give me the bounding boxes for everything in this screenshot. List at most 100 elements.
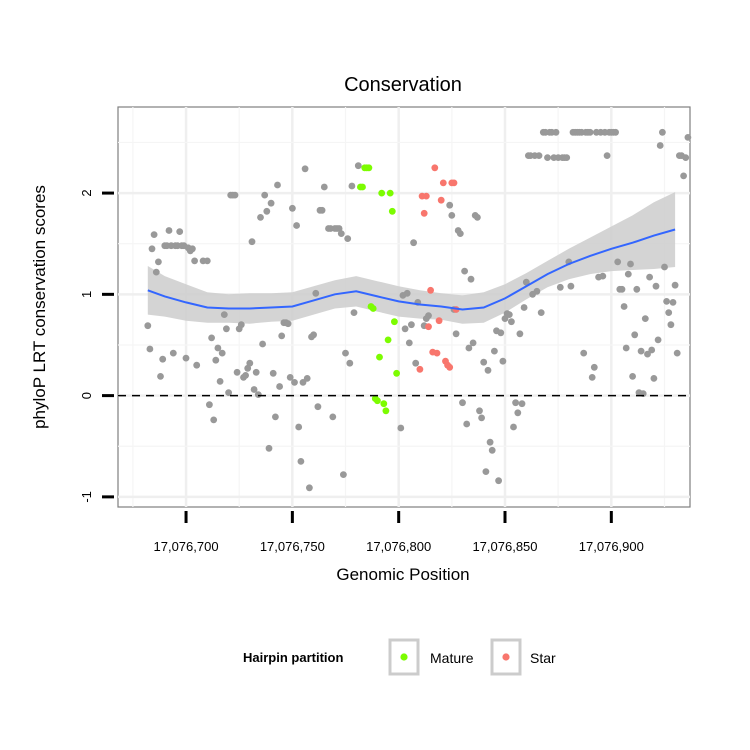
point-other [354,162,362,170]
legend: Hairpin partition Mature Star [243,638,556,676]
point-mature [384,336,392,344]
point-other [191,257,199,265]
point-other [144,322,152,330]
point-other [337,230,345,238]
legend-title: Hairpin partition [243,650,343,665]
point-other [306,484,313,492]
point-other [257,214,264,221]
point-other [350,309,358,316]
point-mature [369,305,377,312]
point-other [206,401,213,409]
point-other [667,321,675,329]
point-other [588,374,596,381]
point-other [259,340,266,348]
point-other [297,458,305,465]
point-other [480,358,488,366]
point-other [189,245,196,253]
point-mature [359,183,366,191]
point-other [622,344,630,352]
point-other [214,344,222,352]
point-other [599,272,607,280]
point-other [303,375,311,382]
point-other [497,329,505,337]
point-other [461,267,468,275]
point-other [335,225,343,232]
point-other [314,403,322,411]
point-other [624,270,632,278]
point-other [155,258,162,266]
point-other [629,373,636,380]
point-other [242,372,250,379]
point-other [176,228,184,236]
point-other [563,154,571,162]
point-other [680,172,687,180]
point-other [659,128,666,136]
point-other [312,289,320,297]
point-other [516,330,524,338]
point-other [673,349,681,357]
point-other [474,214,481,221]
y-tick-label: 1 [79,291,94,298]
point-other [261,191,269,199]
point-other [274,181,281,189]
point-star [437,196,445,204]
point-other [544,154,551,162]
point-other [533,287,541,295]
point-star [446,363,454,371]
chart-title: Conservation [344,74,462,96]
point-other [320,183,328,191]
point-other [537,309,545,316]
point-other [216,378,224,385]
point-other [656,142,664,149]
point-other [467,275,475,283]
point-mature [380,400,388,408]
x-tick-label: 17,076,900 [579,539,644,554]
point-other [612,128,619,136]
point-star [439,179,447,187]
point-other [484,366,492,374]
point-mature [391,318,398,326]
point-mature [376,353,383,361]
point-other [252,368,260,376]
point-other [152,268,160,276]
point-other [246,359,254,367]
points-layer [144,128,692,492]
point-mature [374,397,381,405]
point-other [586,128,594,136]
point-other [403,289,411,297]
point-other [210,416,218,424]
point-star [433,349,441,357]
point-star [427,286,434,294]
point-other [669,299,677,306]
point-other [452,330,460,338]
point-other [478,414,485,422]
point-other [590,363,598,371]
point-other [486,438,494,446]
point-other [469,339,477,347]
point-other [267,199,275,207]
point-other [233,368,241,376]
point-mature [378,189,386,197]
point-other [684,134,692,141]
point-other [212,356,220,364]
point-mature [386,189,394,197]
point-star [450,179,458,187]
point-other [348,182,356,190]
point-other [510,423,517,431]
point-other [265,444,273,452]
point-other [654,336,662,344]
point-other [244,364,252,372]
point-other [318,206,326,214]
point-other [463,420,471,428]
y-axis-label: phyloP LRT conservation scores [30,185,49,429]
point-other [159,355,167,363]
point-other [146,345,154,353]
point-other [291,379,298,386]
point-other [650,375,658,382]
point-other [289,204,296,212]
x-tick-label: 17,076,700 [154,539,219,554]
point-other [412,359,420,367]
point-other [150,231,158,239]
point-other [535,152,543,160]
point-other [169,349,177,357]
